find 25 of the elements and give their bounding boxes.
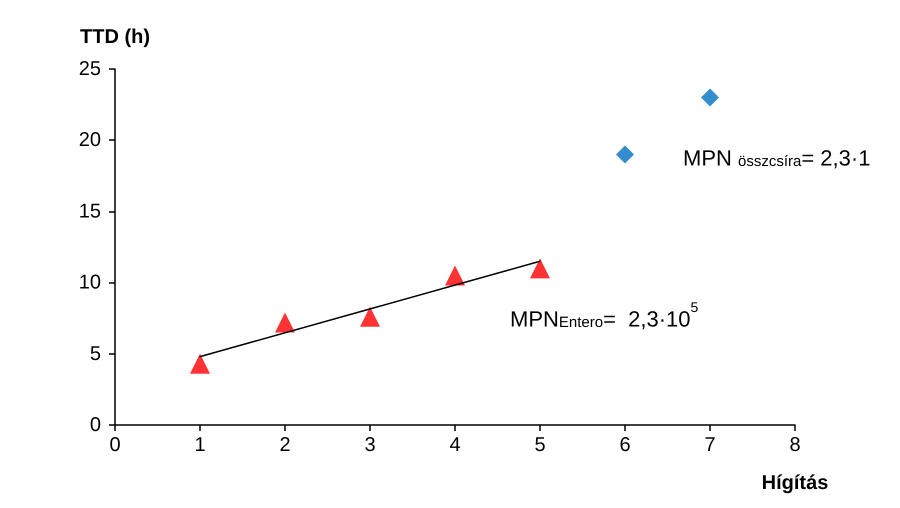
- point: [275, 312, 295, 332]
- point: [190, 354, 210, 374]
- y-tick-label: 5: [90, 342, 101, 365]
- x-tick-label: 7: [704, 434, 716, 456]
- y-tick-label: 0: [90, 414, 101, 436]
- point: [445, 265, 465, 286]
- y-tick-label: 20: [78, 129, 101, 152]
- point: [701, 88, 719, 106]
- x-tick-label: 3: [364, 434, 376, 456]
- point: [616, 145, 634, 164]
- y-tick-label: 15: [78, 200, 101, 222]
- x-tick-label: 1: [194, 434, 206, 456]
- annotation: MPN összcsíra= 2,3·1: [683, 146, 870, 170]
- x-axis-title: Hígítás: [762, 472, 828, 494]
- x-tick-label: 4: [449, 434, 461, 456]
- x-tick-label: 5: [534, 434, 546, 456]
- point: [530, 258, 550, 278]
- y-tick-label: 10: [78, 272, 101, 294]
- x-tick-label: 8: [789, 434, 801, 456]
- point: [360, 306, 380, 327]
- y-axis-title: TTD (h): [80, 26, 150, 48]
- x-tick-label: 2: [279, 434, 291, 456]
- y-tick-label: 25: [78, 58, 101, 80]
- x-tick-label: 0: [109, 434, 121, 456]
- x-tick-label: 6: [619, 434, 631, 456]
